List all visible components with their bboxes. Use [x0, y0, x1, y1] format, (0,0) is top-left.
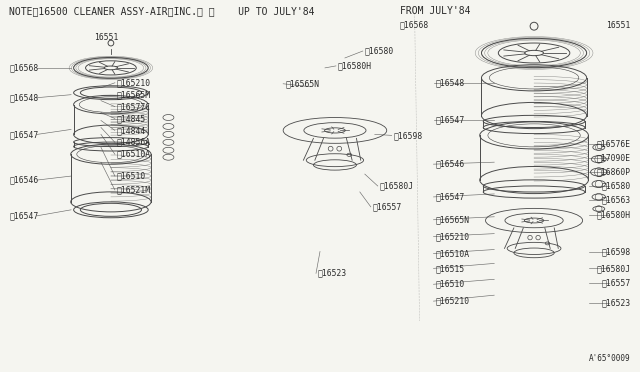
Text: ※16568: ※16568 [399, 20, 429, 29]
Text: ※16860P: ※16860P [596, 168, 630, 177]
Text: FROM JULY'84: FROM JULY'84 [399, 6, 470, 16]
Text: ※16547: ※16547 [10, 211, 38, 220]
Text: ※16521M: ※16521M [117, 186, 151, 195]
Text: ※16510: ※16510 [117, 171, 146, 180]
Text: ※16546: ※16546 [435, 160, 465, 169]
Text: ※16510A: ※16510A [117, 150, 151, 159]
Text: ※16546: ※16546 [10, 176, 38, 185]
Text: ※16580H: ※16580H [596, 210, 630, 219]
Text: NOTEㅥ16500 CLEANER ASSY-AIR（INC.※ ）    UP TO JULY'84: NOTEㅥ16500 CLEANER ASSY-AIR（INC.※ ） UP T… [10, 6, 315, 16]
Text: ※16568: ※16568 [10, 63, 38, 73]
Text: ※16547: ※16547 [435, 192, 465, 201]
Text: ※16598: ※16598 [394, 131, 423, 140]
Text: ※16547: ※16547 [435, 115, 465, 124]
Text: A'65°0009: A'65°0009 [589, 354, 630, 363]
Text: 16551: 16551 [606, 21, 630, 30]
Text: ※165210: ※165210 [117, 78, 151, 87]
Text: ※16557: ※16557 [602, 279, 630, 288]
Text: ※16510: ※16510 [435, 280, 465, 289]
Text: ※14856A: ※14856A [117, 138, 151, 147]
Text: ※16580: ※16580 [365, 46, 394, 55]
Text: ※16565N: ※16565N [285, 79, 319, 88]
Text: ※165210: ※165210 [435, 296, 470, 306]
Text: ※16580: ※16580 [602, 182, 630, 190]
Text: ※14844: ※14844 [117, 126, 146, 135]
Text: ※16510A: ※16510A [435, 249, 470, 258]
Text: ※16580J: ※16580J [596, 264, 630, 273]
Text: ※16565M: ※16565M [117, 90, 151, 99]
Text: ※16577C: ※16577C [117, 102, 151, 111]
Text: ※16523: ※16523 [318, 269, 348, 278]
Text: ※16548: ※16548 [435, 78, 465, 87]
Text: ※16557: ※16557 [372, 202, 402, 211]
Text: ※16523: ※16523 [602, 299, 630, 308]
Text: ※16580H: ※16580H [338, 61, 372, 70]
Text: 16551: 16551 [94, 33, 118, 42]
Text: ※16563: ※16563 [602, 195, 630, 204]
Text: ※14845: ※14845 [117, 114, 146, 123]
Text: ※17090E: ※17090E [596, 154, 630, 163]
Text: ※16515: ※16515 [435, 264, 465, 273]
Text: ※16576E: ※16576E [596, 140, 630, 149]
Text: ※16548: ※16548 [10, 93, 38, 102]
Text: ※16580J: ※16580J [380, 182, 414, 190]
Text: ※16598: ※16598 [602, 247, 630, 256]
Text: ※16547: ※16547 [10, 130, 38, 139]
Text: ※16565N: ※16565N [435, 215, 470, 224]
Text: ※165210: ※165210 [435, 232, 470, 241]
